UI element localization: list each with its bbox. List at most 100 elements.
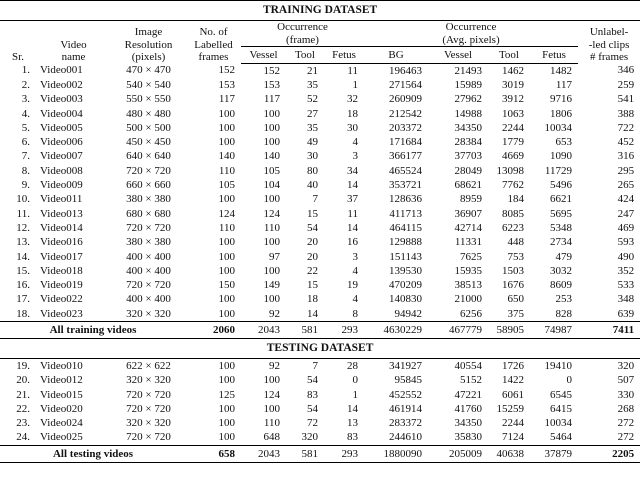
data-cell: 100 xyxy=(218,264,236,277)
data-cell: 316 xyxy=(617,150,635,163)
data-cell: 7124 xyxy=(488,430,530,447)
data-cell: 448 xyxy=(507,236,525,249)
data-cell: 1482 xyxy=(550,64,572,77)
table-row: 11. Video013 680 × 680 124 124 15 11 411713 3690… xyxy=(0,207,640,221)
data-cell: 117 xyxy=(218,93,235,106)
table-row: 2. Video002 540 × 540 153 153 35 1 271564 15989 3… xyxy=(0,78,640,92)
data-cell: 27962 xyxy=(454,93,483,106)
table-row: 10. Video011 380 × 380 100 100 7 37 128636 8959 1… xyxy=(0,193,640,207)
total-cell: 2060 xyxy=(186,321,241,340)
data-cell: 346 xyxy=(617,64,635,77)
resolution: 720 × 720 xyxy=(126,388,171,401)
serial-number: 5. xyxy=(21,121,30,134)
serial-number: 1. xyxy=(21,64,30,77)
data-cell: 650 xyxy=(507,293,525,306)
data-cell: 11331 xyxy=(454,236,482,249)
data-cell: 34 xyxy=(347,164,358,177)
header-line: name xyxy=(61,51,86,63)
section-title: TESTING DATASET xyxy=(0,338,640,360)
data-cell: 348 xyxy=(617,293,635,306)
data-cell: 47221 xyxy=(454,388,483,401)
data-cell: 533 xyxy=(617,279,635,292)
data-cell: 150 xyxy=(218,279,236,292)
resolution: 320 × 320 xyxy=(126,417,171,430)
serial-number: 17. xyxy=(16,293,30,306)
data-cell: 8 xyxy=(324,307,364,323)
data-cell: 110 xyxy=(218,164,235,177)
serial-number: 7. xyxy=(21,150,30,163)
data-cell: 100 xyxy=(218,374,236,387)
total-cell: 205009 xyxy=(428,445,488,464)
data-cell: 2244 xyxy=(502,417,524,430)
data-cell: 260909 xyxy=(389,93,422,106)
data-cell: 100 xyxy=(263,136,281,149)
data-cell: 54 xyxy=(307,402,318,415)
data-cell: 1779 xyxy=(502,136,524,149)
total-cell: 40638 xyxy=(488,445,530,464)
table-row: 14. Video017 400 × 400 100 97 20 3 151143 7625 75… xyxy=(0,250,640,264)
resolution: 622 × 622 xyxy=(126,359,171,372)
data-cell: 464115 xyxy=(389,221,422,234)
data-cell: 110 xyxy=(218,221,235,234)
total-cell: 581 xyxy=(286,321,324,340)
data-cell: 16 xyxy=(347,236,358,249)
data-cell: 4 xyxy=(352,264,359,277)
video-name: Video024 xyxy=(40,417,83,430)
data-cell: 34350 xyxy=(454,417,483,430)
data-cell: 104 xyxy=(263,179,281,192)
serial-number: 2. xyxy=(21,78,30,91)
header-line: No. of xyxy=(199,26,228,38)
data-cell: 100 xyxy=(263,121,281,134)
data-cell: 37 xyxy=(347,193,358,206)
table-row: 19. Video010 622 × 622 100 92 7 28 341927 40554 1… xyxy=(0,359,640,374)
total-cell: 658 xyxy=(186,445,241,464)
data-cell: 125 xyxy=(218,388,236,401)
serial-number: 20. xyxy=(16,374,30,387)
column-header: Sr. xyxy=(0,21,36,64)
data-cell: 8609 xyxy=(550,279,572,292)
data-cell: 105 xyxy=(218,179,236,192)
table-row: 13. Video016 380 × 380 100 100 20 16 129888 1133… xyxy=(0,236,640,250)
table-row: TESTING DATASET xyxy=(0,338,640,360)
data-cell: 3 xyxy=(352,250,359,263)
video-name: Video013 xyxy=(40,207,83,220)
video-name: Video019 xyxy=(40,279,83,292)
serial-number: 23. xyxy=(16,417,30,430)
data-cell: 83 xyxy=(307,388,318,401)
data-cell: 272 xyxy=(578,430,640,447)
data-cell: 366177 xyxy=(389,150,422,163)
data-cell: 259 xyxy=(617,78,635,91)
data-cell: 72 xyxy=(307,417,318,430)
video-name: Video005 xyxy=(40,121,83,134)
data-cell: 100 xyxy=(218,250,236,263)
resolution: 400 × 400 xyxy=(126,264,171,277)
data-cell: 94942 xyxy=(364,307,428,323)
data-cell: 8959 xyxy=(460,193,482,206)
table-row: 24. Video025 720 × 720 100 648 320 83 244610 358… xyxy=(0,430,640,447)
header-line: Sr. xyxy=(12,51,24,63)
data-cell: 100 xyxy=(218,121,236,134)
section-title: TRAINING DATASET xyxy=(0,0,640,21)
data-cell: 4 xyxy=(352,293,359,306)
data-cell: 6061 xyxy=(502,388,524,401)
data-cell: 5348 xyxy=(550,221,572,234)
data-cell: 6415 xyxy=(550,402,572,415)
data-cell: 30 xyxy=(307,150,318,163)
data-cell: 330 xyxy=(617,388,635,401)
sub-column-header: Fetus xyxy=(324,46,364,64)
data-cell: 13 xyxy=(347,417,358,430)
data-cell: 28 xyxy=(347,359,358,372)
data-cell: 6256 xyxy=(428,307,488,323)
data-cell: 244610 xyxy=(364,430,428,447)
header-line: (pixels) xyxy=(131,51,166,63)
table-row: 4. Video004 480 × 480 100 100 27 18 212542 14988… xyxy=(0,107,640,121)
table-row: 12. Video014 720 × 720 110 110 54 14 464115 4271… xyxy=(0,221,640,235)
data-cell: 507 xyxy=(617,374,635,387)
total-cell: 467779 xyxy=(428,321,488,340)
total-cell: 293 xyxy=(324,445,364,464)
data-cell: 35830 xyxy=(428,430,488,447)
data-cell: 54 xyxy=(307,374,318,387)
data-cell: 54 xyxy=(307,221,318,234)
data-cell: 100 xyxy=(263,264,281,277)
data-cell: 184 xyxy=(507,193,525,206)
